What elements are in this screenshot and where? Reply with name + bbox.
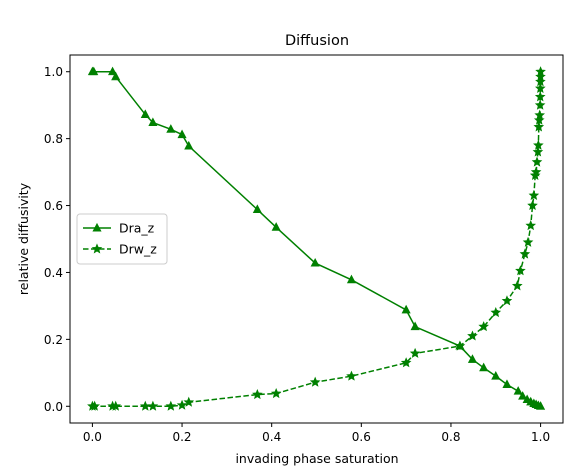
data-point-Dra_z bbox=[346, 274, 357, 284]
data-point-Dra_z bbox=[310, 257, 320, 267]
data-point-Drw_z bbox=[147, 400, 159, 411]
data-point-Drw_z bbox=[535, 76, 546, 87]
data-point-Drw_z bbox=[511, 280, 523, 291]
data-point-Dra_z bbox=[518, 391, 528, 400]
data-point-Drw_z bbox=[252, 388, 263, 400]
data-point-Drw_z bbox=[165, 400, 177, 411]
data-point-Drw_z bbox=[527, 199, 538, 211]
x-axis-label: invading phase saturation bbox=[235, 451, 398, 466]
data-point-Dra_z bbox=[166, 124, 176, 133]
legend-marker-Drw_z bbox=[91, 243, 103, 254]
data-point-Drw_z bbox=[519, 248, 531, 259]
data-point-Drw_z bbox=[533, 139, 544, 150]
plot-frame bbox=[69, 54, 564, 424]
data-point-Dra_z bbox=[410, 321, 420, 331]
y-tick-label: 1.0 bbox=[44, 65, 63, 79]
data-point-Drw_z bbox=[270, 387, 282, 399]
x-tick-label: 1.0 bbox=[531, 430, 550, 444]
data-point-Drw_z bbox=[535, 66, 546, 77]
data-point-Drw_z bbox=[534, 109, 546, 120]
y-axis-label: relative diffusivity bbox=[16, 182, 31, 295]
data-point-Drw_z bbox=[531, 156, 543, 167]
data-point-Dra_z bbox=[111, 71, 121, 81]
data-point-Drw_z bbox=[490, 307, 502, 318]
data-point-Dra_z bbox=[536, 401, 546, 410]
data-point-Drw_z bbox=[454, 340, 466, 351]
y-tick-label: 0.4 bbox=[44, 266, 63, 280]
data-point-Drw_z bbox=[501, 295, 513, 306]
data-point-Dra_z bbox=[89, 66, 99, 76]
data-point-Dra_z bbox=[491, 371, 501, 380]
legend-label-Dra_z: Dra_z bbox=[119, 221, 155, 236]
data-point-Drw_z bbox=[534, 91, 546, 102]
x-tick-label: 0.4 bbox=[262, 430, 281, 444]
data-point-Drw_z bbox=[535, 71, 546, 82]
data-point-Dra_z bbox=[108, 66, 118, 76]
data-point-Dra_z bbox=[467, 354, 478, 363]
data-point-Drw_z bbox=[478, 321, 489, 332]
data-point-Dra_z bbox=[148, 117, 158, 127]
data-point-Drw_z bbox=[346, 370, 357, 381]
data-point-Drw_z bbox=[534, 99, 546, 110]
data-point-Dra_z bbox=[140, 109, 150, 118]
data-point-Dra_z bbox=[184, 140, 194, 150]
legend-marker-Dra_z bbox=[92, 222, 102, 232]
data-point-Drw_z bbox=[535, 82, 546, 93]
data-point-Drw_z bbox=[522, 236, 534, 247]
x-tick-label: 0.6 bbox=[352, 430, 371, 444]
y-tick-label: 0.6 bbox=[44, 199, 63, 213]
data-point-Drw_z bbox=[409, 347, 421, 358]
data-point-Drw_z bbox=[110, 400, 122, 411]
data-point-Drw_z bbox=[528, 189, 540, 201]
legend-label-Drw_z: Drw_z bbox=[119, 242, 157, 257]
data-point-Drw_z bbox=[467, 330, 478, 341]
data-point-Dra_z bbox=[271, 222, 281, 231]
x-tick-label: 0.2 bbox=[172, 430, 191, 444]
data-point-Drw_z bbox=[139, 400, 151, 411]
data-point-Dra_z bbox=[401, 304, 411, 314]
data-point-Dra_z bbox=[479, 362, 489, 372]
data-point-Dra_z bbox=[502, 379, 512, 388]
data-point-Drw_z bbox=[533, 121, 545, 132]
plot-area: 0.0 0.2 0.4 0.6 0.8 1.0 0.0 0.2 0.4 0.6 0.8 1.0 Dra_… bbox=[44, 54, 564, 444]
data-point-Drw_z bbox=[525, 220, 537, 231]
data-point-Drw_z bbox=[400, 357, 412, 368]
data-point-Dra_z bbox=[177, 129, 187, 139]
x-tick-label: 0.8 bbox=[441, 430, 460, 444]
data-point-Drw_z bbox=[515, 265, 526, 276]
data-point-Dra_z bbox=[513, 386, 523, 395]
data-point-Drw_z bbox=[309, 376, 321, 387]
data-point-Dra_z bbox=[252, 204, 262, 214]
data-point-Drw_z bbox=[89, 400, 100, 411]
x-tick-label: 0.0 bbox=[83, 430, 102, 444]
y-tick-label: 0.0 bbox=[44, 400, 63, 414]
y-tick-label: 0.2 bbox=[44, 333, 63, 347]
data-point-Drw_z bbox=[530, 166, 542, 177]
data-point-Drw_z bbox=[176, 399, 188, 410]
chart-title: Diffusion bbox=[285, 33, 349, 49]
data-point-Drw_z bbox=[532, 146, 544, 157]
y-tick-label: 0.8 bbox=[44, 132, 63, 146]
data-point-Drw_z bbox=[183, 396, 195, 407]
